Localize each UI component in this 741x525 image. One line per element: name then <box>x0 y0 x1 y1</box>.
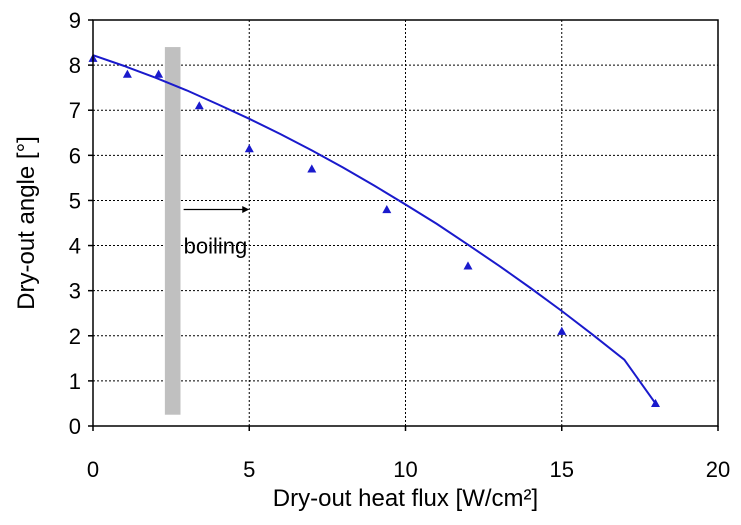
fit-curve-layer <box>92 54 657 404</box>
x-tick-label: 0 <box>87 457 99 482</box>
x-tick-label: 20 <box>706 457 730 482</box>
y-axis-title: Dry-out angle [°] <box>13 136 40 310</box>
x-tick-label: 5 <box>243 457 255 482</box>
x-tick-label: 15 <box>550 457 574 482</box>
data-point-triangle <box>382 205 392 214</box>
data-point-triangle <box>307 164 317 173</box>
fit-curve-line <box>92 54 657 404</box>
data-point-triangle <box>154 69 164 78</box>
boiling-band-layer <box>164 47 181 415</box>
data-point-triangle <box>244 144 254 153</box>
data-point-triangle <box>122 69 132 78</box>
data-point-triangle <box>557 326 567 335</box>
y-tick-label: 4 <box>69 234 81 259</box>
y-tick-label: 9 <box>69 8 81 33</box>
y-tick-label: 3 <box>69 279 81 304</box>
y-tick-label: 8 <box>69 53 81 78</box>
y-tick-label: 0 <box>69 414 81 439</box>
y-tick-label: 6 <box>69 143 81 168</box>
boiling-annotation-label: boiling <box>184 234 248 259</box>
data-point-triangle <box>651 398 660 407</box>
y-tick-label: 1 <box>69 369 81 394</box>
boiling-band <box>164 47 181 415</box>
y-tick-label: 2 <box>69 324 81 349</box>
y-tick-label: 5 <box>69 188 81 213</box>
x-tick-label: 10 <box>393 457 417 482</box>
axis-layer: 0 1 2 3 4 5 6 7 8 9 0 5 10 15 20 <box>69 8 730 482</box>
data-point-triangle <box>463 261 473 270</box>
x-axis-title: Dry-out heat flux [W/cm²] <box>273 485 538 512</box>
boiling-arrow-head <box>242 205 250 213</box>
data-point-triangle <box>194 101 204 110</box>
y-tick-label: 7 <box>69 98 81 123</box>
annotation-layer: boiling <box>183 205 250 259</box>
